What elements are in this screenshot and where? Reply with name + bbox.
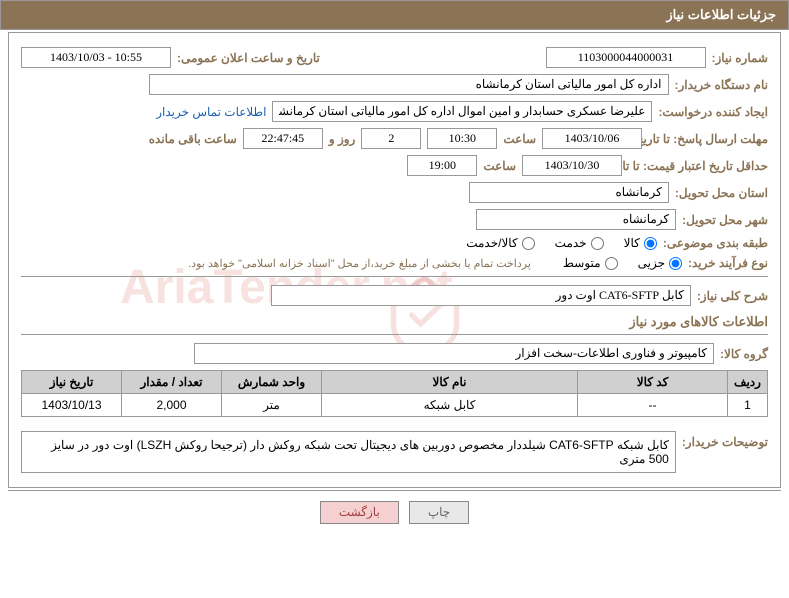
delivery-province-input[interactable] xyxy=(469,182,669,203)
delivery-city-label: شهر محل تحویل: xyxy=(682,213,768,227)
radio-partial[interactable]: جزیی xyxy=(638,256,682,270)
radio-service-input[interactable] xyxy=(591,237,604,250)
radio-goods-service-input[interactable] xyxy=(522,237,535,250)
time-label-1: ساعت xyxy=(503,132,536,146)
deadline-time-input[interactable] xyxy=(427,128,497,149)
buyer-org-input[interactable] xyxy=(149,74,669,95)
header-title: جزئیات اطلاعات نیاز xyxy=(666,7,776,22)
main-panel: شماره نیاز: تاریخ و ساعت اعلان عمومی: نا… xyxy=(8,32,781,488)
col-qty: تعداد / مقدار xyxy=(122,371,222,394)
button-bar: چاپ بازگشت xyxy=(8,490,781,534)
radio-medium-input[interactable] xyxy=(605,257,618,270)
cell-name: کابل شبکه xyxy=(322,394,578,417)
remaining-time-input xyxy=(243,128,323,149)
panel-header: جزئیات اطلاعات نیاز xyxy=(0,0,789,30)
contact-link[interactable]: اطلاعات تماس خریدار xyxy=(156,105,266,119)
table-row: 1 -- کابل شبکه متر 2,000 1403/10/13 xyxy=(22,394,768,417)
summary-label: شرح کلی نیاز: xyxy=(697,289,768,303)
radio-goods-service[interactable]: کالا/خدمت xyxy=(466,236,534,250)
divider-1 xyxy=(21,276,768,277)
payment-note: پرداخت تمام یا بخشی از مبلغ خرید،از محل … xyxy=(188,257,531,270)
deadline-send-label: مهلت ارسال پاسخ: تا تاریخ: xyxy=(648,132,768,146)
validity-time-input[interactable] xyxy=(407,155,477,176)
purchase-type-label: نوع فرآیند خرید: xyxy=(688,256,768,270)
announce-input[interactable] xyxy=(21,47,171,68)
purchase-radio-group: جزیی متوسط xyxy=(563,256,682,270)
remaining-text-label: ساعت باقی مانده xyxy=(149,132,237,146)
buyer-desc-box: کابل شبکه CAT6-SFTP شیلددار مخصوص دوربین… xyxy=(21,431,676,473)
deadline-date-input[interactable] xyxy=(542,128,642,149)
cell-code: -- xyxy=(578,394,728,417)
need-number-label: شماره نیاز: xyxy=(712,51,768,65)
buyer-desc-label: توضیحات خریدار: xyxy=(682,435,768,449)
radio-service[interactable]: خدمت xyxy=(555,236,604,250)
days-and-label: روز و xyxy=(329,132,356,146)
cell-unit: متر xyxy=(222,394,322,417)
radio-goods-service-label: کالا/خدمت xyxy=(466,236,517,250)
print-button[interactable]: چاپ xyxy=(409,501,469,524)
delivery-province-label: استان محل تحویل: xyxy=(675,186,768,200)
goods-group-label: گروه کالا: xyxy=(720,347,768,361)
cell-qty: 2,000 xyxy=(122,394,222,417)
cell-date: 1403/10/13 xyxy=(22,394,122,417)
validity-date-input[interactable] xyxy=(522,155,622,176)
category-radio-group: کالا خدمت کالا/خدمت xyxy=(466,236,657,250)
radio-partial-label: جزیی xyxy=(638,256,665,270)
category-label: طبقه بندی موضوعی: xyxy=(663,236,768,250)
col-row: ردیف xyxy=(728,371,768,394)
delivery-city-input[interactable] xyxy=(476,209,676,230)
requester-input[interactable] xyxy=(272,101,652,122)
need-number-input[interactable] xyxy=(546,47,706,68)
radio-goods-input[interactable] xyxy=(644,237,657,250)
divider-2 xyxy=(21,334,768,335)
cell-row: 1 xyxy=(728,394,768,417)
summary-input[interactable] xyxy=(271,285,691,306)
requester-label: ایجاد کننده درخواست: xyxy=(658,105,768,119)
radio-service-label: خدمت xyxy=(555,236,587,250)
back-button[interactable]: بازگشت xyxy=(320,501,399,524)
radio-medium-label: متوسط xyxy=(563,256,601,270)
goods-info-title: اطلاعات کالاهای مورد نیاز xyxy=(21,314,768,330)
radio-goods-label: کالا xyxy=(624,236,640,250)
radio-partial-input[interactable] xyxy=(669,257,682,270)
goods-group-input[interactable] xyxy=(194,343,714,364)
radio-medium[interactable]: متوسط xyxy=(563,256,618,270)
validity-label: حداقل تاریخ اعتبار قیمت: تا تاریخ: xyxy=(628,159,768,173)
col-date: تاریخ نیاز xyxy=(22,371,122,394)
col-unit: واحد شمارش xyxy=(222,371,322,394)
goods-table: ردیف کد کالا نام کالا واحد شمارش تعداد /… xyxy=(21,370,768,417)
col-code: کد کالا xyxy=(578,371,728,394)
announce-label: تاریخ و ساعت اعلان عمومی: xyxy=(177,51,320,65)
remaining-days-input xyxy=(361,128,421,149)
col-name: نام کالا xyxy=(322,371,578,394)
time-label-2: ساعت xyxy=(483,159,516,173)
radio-goods[interactable]: کالا xyxy=(624,236,657,250)
buyer-org-label: نام دستگاه خریدار: xyxy=(675,78,769,92)
table-header-row: ردیف کد کالا نام کالا واحد شمارش تعداد /… xyxy=(22,371,768,394)
